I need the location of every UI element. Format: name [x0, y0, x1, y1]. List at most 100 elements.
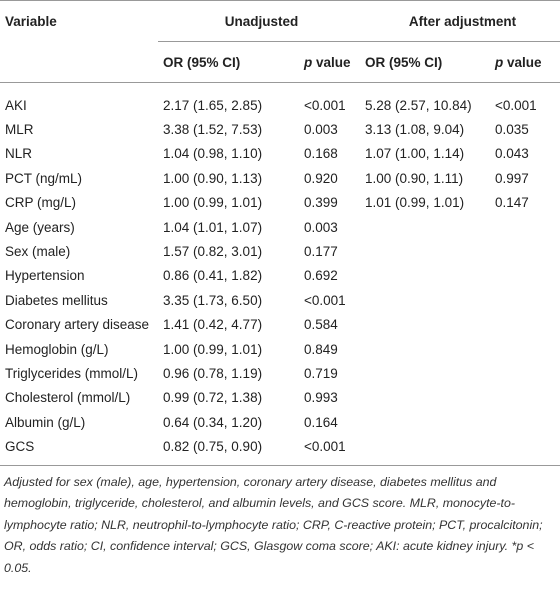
table-row: GCS 0.82 (0.75, 0.90) <0.001 [0, 434, 560, 466]
table-cell: Hemoglobin (g/L) [5, 341, 109, 357]
table-cell: 0.177 [304, 244, 338, 260]
table-cell: 0.584 [304, 317, 338, 333]
table-cell: 0.399 [304, 195, 338, 211]
subheader-text: value [312, 54, 351, 70]
table-cell: MLR [5, 122, 34, 138]
table-cell: 0.849 [304, 341, 338, 357]
footnote: Adjusted for sex (male), age, hypertensi… [4, 474, 543, 575]
table-cell: 0.719 [304, 365, 338, 381]
table-cell: 1.04 (1.01, 1.07) [163, 219, 263, 235]
table-cell: <0.001 [299, 434, 361, 466]
subheader-cell: p value [299, 41, 361, 83]
table-cell: 0.86 (0.41, 1.82) [163, 268, 263, 284]
table-cell: 0.692 [304, 268, 338, 284]
subheader-text: value [503, 54, 542, 70]
table-header: Variable Unadjusted After adjustment OR … [0, 0, 560, 83]
table-cell: 1.00 (0.99, 1.01) [163, 195, 263, 211]
table-cell [490, 434, 560, 466]
table-cell: 0.003 [304, 219, 338, 235]
table-cell: 1.41 (0.42, 4.77) [163, 317, 263, 333]
table-row: Age (years) 1.04 (1.01, 1.07) 0.003 [0, 215, 560, 239]
table-cell [490, 264, 560, 288]
table-cell [360, 386, 490, 410]
table-cell [490, 410, 560, 434]
table-cell: 0.993 [304, 390, 338, 406]
table-cell [490, 361, 560, 385]
table-cell [360, 239, 490, 263]
table-cell: 1.04 (0.98, 1.10) [163, 146, 263, 162]
header-group: After adjustment [360, 0, 560, 42]
table-body: AKI 2.17 (1.65, 2.85) <0.001 5.28 (2.57, 10… [0, 83, 560, 466]
table-cell: PCT (ng/mL) [5, 170, 83, 186]
table-cell: Coronary artery disease [5, 317, 150, 333]
table-cell [360, 264, 490, 288]
table-cell: 0.035 [495, 122, 529, 138]
table-row: AKI 2.17 (1.65, 2.85) <0.001 5.28 (2.57, 10… [0, 83, 560, 118]
table-cell: 1.01 (0.99, 1.01) [365, 195, 465, 211]
table-cell: AKI [5, 97, 27, 113]
header-row: Variable Unadjusted After adjustment [0, 0, 560, 42]
table-cell [360, 410, 490, 434]
table-cell: 0.043 [495, 146, 529, 162]
table-row: Triglycerides (mmol/L) 0.96 (0.78, 1.19) 0… [0, 361, 560, 385]
table-cell [490, 337, 560, 361]
table-row: CRP (mg/L) 1.00 (0.99, 1.01) 0.399 1.01 (0.… [0, 191, 560, 215]
table-cell [360, 313, 490, 337]
table-row: Hypertension 0.86 (0.41, 1.82) 0.692 [0, 264, 560, 288]
table-cell: NLR [5, 146, 33, 162]
table-row: Sex (male) 1.57 (0.82, 3.01) 0.177 [0, 239, 560, 263]
table-cell: 0.920 [304, 170, 338, 186]
table-row: MLR 3.38 (1.52, 7.53) 0.003 3.13 (1.08, 9.0… [0, 117, 560, 141]
table-cell: 0.99 (0.72, 1.38) [163, 390, 263, 406]
table-cell [360, 434, 491, 466]
table-cell: 2.17 (1.65, 2.85) [163, 97, 263, 113]
table-cell: 0.82 (0.75, 0.90) [158, 434, 299, 466]
table-cell: 3.38 (1.52, 7.53) [163, 122, 263, 138]
table-cell [360, 361, 490, 385]
table-row: Albumin (g/L) 0.64 (0.34, 1.20) 0.164 [0, 410, 560, 434]
table-cell: Triglycerides (mmol/L) [5, 365, 139, 381]
table-cell: Albumin (g/L) [5, 414, 86, 430]
subheader-cell: OR (95% CI) [360, 41, 491, 83]
table-cell: Cholesterol (mmol/L) [5, 390, 131, 406]
p-italic: p [495, 54, 504, 70]
table-cell: GCS [0, 434, 158, 466]
table-cell: 3.35 (1.73, 6.50) [163, 292, 263, 308]
table-cell: 5.28 (2.57, 10.84) [365, 97, 472, 113]
table-row: PCT (ng/mL) 1.00 (0.90, 1.13) 0.920 1.00 (0… [0, 166, 560, 190]
table-cell: 1.00 (0.90, 1.11) [365, 170, 464, 186]
table-cell: 0.147 [495, 195, 529, 211]
subheader-row: OR (95% CI) p value OR (95% CI) p value [0, 41, 560, 83]
table-cell [360, 288, 490, 312]
p-italic: p [304, 54, 313, 70]
table-cell [490, 288, 560, 312]
table-row: NLR 1.04 (0.98, 1.10) 0.168 1.07 (1.00, 1.1… [0, 142, 560, 166]
table-cell: 3.13 (1.08, 9.04) [365, 122, 465, 138]
table-cell: 0.997 [495, 170, 529, 186]
table-cell: CRP (mg/L) [5, 195, 77, 211]
table-cell: Diabetes mellitus [5, 292, 108, 308]
subheader-cell [0, 41, 158, 83]
subheader-cell: p value [490, 41, 560, 83]
table-cell: 0.168 [304, 146, 338, 162]
table-cell [490, 313, 560, 337]
header-cell: Variable [0, 0, 158, 42]
table-cell: <0.001 [495, 97, 537, 113]
subheader-cell: OR (95% CI) [158, 41, 299, 83]
table-cell: Hypertension [5, 268, 85, 284]
table-cell: 0.164 [304, 414, 338, 430]
header-group: Unadjusted [158, 0, 361, 42]
table-cell: 0.003 [304, 122, 338, 138]
table-row: Diabetes mellitus 3.35 (1.73, 6.50) <0.001 [0, 288, 560, 312]
table-cell [360, 215, 490, 239]
table-cell: 0.96 (0.78, 1.19) [163, 365, 263, 381]
table-cell: Sex (male) [5, 244, 71, 260]
table-cell [490, 239, 560, 263]
table-cell: 1.07 (1.00, 1.14) [365, 146, 465, 162]
table-cell: 1.00 (0.99, 1.01) [163, 341, 263, 357]
table-cell: 1.00 (0.90, 1.13) [163, 170, 263, 186]
table-cell: <0.001 [304, 97, 346, 113]
table-cell: 0.64 (0.34, 1.20) [163, 414, 263, 430]
table-cell [490, 386, 560, 410]
